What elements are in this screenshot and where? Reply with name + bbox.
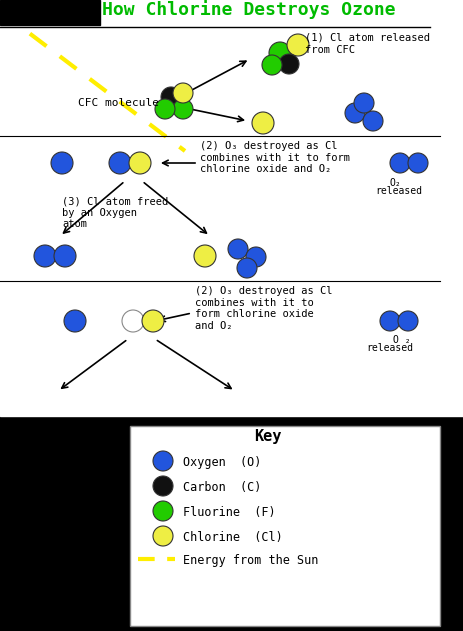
Text: Fluorine  (F): Fluorine (F) bbox=[182, 506, 275, 519]
Circle shape bbox=[122, 310, 144, 332]
Circle shape bbox=[64, 310, 86, 332]
Text: How Chlorine Destroys Ozone: How Chlorine Destroys Ozone bbox=[102, 0, 395, 19]
Circle shape bbox=[194, 245, 216, 267]
Circle shape bbox=[251, 112, 274, 134]
Circle shape bbox=[173, 83, 193, 103]
Text: released: released bbox=[374, 186, 421, 196]
Circle shape bbox=[54, 245, 76, 267]
Circle shape bbox=[362, 111, 382, 131]
Circle shape bbox=[153, 451, 173, 471]
Text: CFC molecule: CFC molecule bbox=[78, 98, 159, 108]
Circle shape bbox=[389, 153, 409, 173]
Circle shape bbox=[278, 54, 298, 74]
Circle shape bbox=[142, 310, 163, 332]
Circle shape bbox=[344, 103, 364, 123]
Circle shape bbox=[287, 34, 308, 56]
Circle shape bbox=[397, 311, 417, 331]
Bar bbox=[0, 0, 100, 25]
Circle shape bbox=[227, 239, 247, 259]
Text: O₂: O₂ bbox=[389, 178, 401, 188]
Bar bbox=[0, 0, 463, 416]
Text: (2) O₃ destroyed as Cl
combines with it to
form chlorine oxide
and O₂: (2) O₃ destroyed as Cl combines with it … bbox=[194, 286, 332, 331]
Text: Oxygen  (O): Oxygen (O) bbox=[182, 456, 261, 469]
Text: (3) Cl atom freed
by an Oxygen
atom: (3) Cl atom freed by an Oxygen atom bbox=[62, 196, 168, 229]
Circle shape bbox=[161, 87, 181, 107]
Circle shape bbox=[155, 99, 175, 119]
Circle shape bbox=[34, 245, 56, 267]
Circle shape bbox=[237, 258, 257, 278]
Circle shape bbox=[379, 311, 399, 331]
Text: Energy from the Sun: Energy from the Sun bbox=[182, 554, 318, 567]
Circle shape bbox=[262, 55, 282, 75]
Circle shape bbox=[153, 501, 173, 521]
Text: Chlorine  (Cl): Chlorine (Cl) bbox=[182, 531, 282, 544]
Circle shape bbox=[109, 152, 131, 174]
Text: (1) Cl atom released
from CFC: (1) Cl atom released from CFC bbox=[304, 33, 429, 55]
Circle shape bbox=[407, 153, 427, 173]
Bar bbox=[130, 426, 439, 626]
Circle shape bbox=[173, 99, 193, 119]
Circle shape bbox=[353, 93, 373, 113]
Circle shape bbox=[269, 42, 290, 64]
Text: Key: Key bbox=[254, 429, 281, 444]
Text: Carbon  (C): Carbon (C) bbox=[182, 481, 261, 494]
Circle shape bbox=[129, 152, 150, 174]
Circle shape bbox=[51, 152, 73, 174]
Circle shape bbox=[153, 476, 173, 496]
Text: O ₂: O ₂ bbox=[392, 335, 410, 345]
Circle shape bbox=[245, 247, 265, 267]
Text: released: released bbox=[365, 343, 412, 353]
Text: (2) O₃ destroyed as Cl
combines with it to form
chlorine oxide and O₂: (2) O₃ destroyed as Cl combines with it … bbox=[200, 141, 349, 174]
Circle shape bbox=[153, 526, 173, 546]
